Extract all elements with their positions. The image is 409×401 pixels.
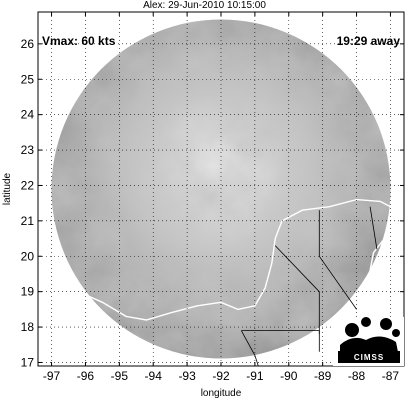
country-borders	[240, 206, 378, 366]
y-tick-label: 26	[21, 37, 35, 51]
border-line	[274, 245, 320, 335]
x-tick-label: -91	[246, 369, 264, 383]
y-tick-label: 20	[21, 249, 35, 263]
border-line	[369, 206, 378, 250]
x-tick-label: -96	[77, 369, 95, 383]
vmax-label: Vmax: 60 kts	[42, 34, 116, 48]
x-tick-label: -97	[43, 369, 61, 383]
x-tick-label: -88	[348, 369, 366, 383]
y-tick-labels: 17 18 19 20 21 22 23 24 25 26	[21, 37, 35, 370]
logo-text: CIMSS	[354, 353, 384, 362]
x-tick-label: -94	[145, 369, 163, 383]
border-line	[318, 210, 357, 310]
x-tick-label: -87	[382, 369, 400, 383]
y-tick-label: 21	[21, 214, 35, 228]
border-line	[240, 330, 259, 366]
time-away-label: 19:29 away	[337, 34, 401, 48]
map-title: Alex: 29-Jun-2010 10:15:00	[143, 0, 266, 11]
cimss-logo: CIMSS	[333, 317, 404, 366]
x-tick-labels: -97 -96 -95 -94 -93 -92 -91 -90 -89 -88 -87	[43, 369, 400, 383]
y-axis-label: latitude	[2, 172, 13, 205]
border-line	[241, 330, 320, 352]
x-tick-label: -90	[280, 369, 298, 383]
x-tick-label: -92	[212, 369, 230, 383]
coast-line	[38, 12, 43, 62]
x-tick-label: -93	[178, 369, 196, 383]
y-tick-label: 24	[21, 108, 35, 122]
x-tick-label: -95	[111, 369, 129, 383]
y-tick-label: 18	[21, 320, 35, 334]
x-tick-label: -89	[314, 369, 332, 383]
y-tick-label: 22	[21, 178, 35, 192]
x-axis-label: longitude	[201, 388, 242, 399]
y-tick-label: 23	[21, 143, 35, 157]
y-tick-label: 19	[21, 285, 35, 299]
y-tick-label: 17	[21, 355, 35, 369]
y-tick-label: 25	[21, 72, 35, 86]
